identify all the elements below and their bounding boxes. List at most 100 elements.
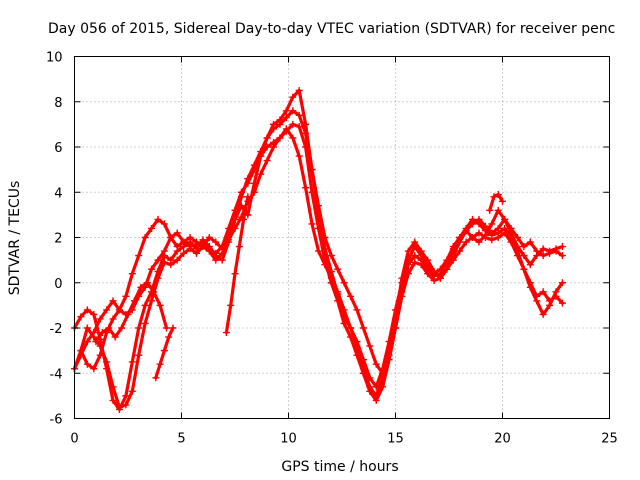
data-point-marker <box>135 324 143 332</box>
data-point-marker <box>212 249 220 257</box>
data-point-marker <box>494 191 502 199</box>
data-point-marker <box>128 306 136 314</box>
data-point-marker <box>77 351 85 359</box>
data-point-marker <box>359 356 367 364</box>
data-point-marker <box>115 306 123 314</box>
data-point-marker <box>539 310 547 318</box>
data-point-marker <box>462 238 470 246</box>
tick-labels: 0 5 10 15 20 25 -6 -4 -2 0 2 4 6 8 10 <box>46 51 618 447</box>
data-point-marker <box>314 247 322 255</box>
data-point-marker <box>240 215 248 223</box>
data-point-marker <box>165 333 173 341</box>
data-point-marker <box>103 306 111 314</box>
data-point-marker <box>486 206 494 214</box>
data-point-marker <box>359 324 367 332</box>
data-point-marker <box>173 229 181 237</box>
data-point-marker <box>372 360 380 368</box>
data-point-marker <box>154 274 162 282</box>
data-point-marker <box>398 292 406 300</box>
data-point-marker <box>212 238 220 246</box>
data-point-marker <box>475 229 483 237</box>
data-point-marker <box>302 143 310 151</box>
data-point-marker <box>411 243 419 251</box>
data-point-marker <box>295 152 303 160</box>
chart-title: Day 056 of 2015, Sidereal Day-to-day VTE… <box>48 21 615 37</box>
data-point-marker <box>475 220 483 228</box>
data-point-marker <box>192 240 200 248</box>
data-point-marker <box>235 243 243 251</box>
data-point-marker <box>526 261 534 269</box>
data-point-marker <box>456 234 464 241</box>
data-point-marker <box>499 197 506 205</box>
data-point-marker <box>148 297 156 305</box>
data-point-marker <box>115 403 123 411</box>
data-point-marker <box>218 256 226 264</box>
data-point-marker <box>308 220 316 228</box>
data-point-marker <box>173 256 181 264</box>
data-point-marker <box>222 329 230 337</box>
data-point-marker <box>481 231 489 239</box>
y-tick-label: 6 <box>54 141 62 156</box>
data-point-marker <box>558 299 566 307</box>
data-point-marker <box>327 274 335 282</box>
data-point-marker <box>469 215 477 223</box>
data-point-marker <box>520 243 528 251</box>
data-point-marker <box>128 358 136 366</box>
data-point-marker <box>490 193 498 201</box>
data-point-marker <box>199 238 207 246</box>
data-point-marker <box>169 324 177 332</box>
data-point-marker <box>539 288 547 296</box>
data-point-marker <box>327 267 335 275</box>
data-point-marker <box>227 301 235 309</box>
data-point-marker <box>552 247 560 255</box>
data-point-marker <box>167 261 175 269</box>
data-point-marker <box>148 224 156 232</box>
data-point-marker <box>96 335 104 343</box>
x-tick-label: 20 <box>494 432 511 447</box>
data-point-marker <box>295 86 303 94</box>
data-point-marker <box>546 249 554 257</box>
data-point-marker <box>366 374 374 382</box>
data-point-marker <box>282 107 290 115</box>
data-point-marker <box>124 310 132 318</box>
data-point-marker <box>327 252 335 260</box>
data-point-marker <box>270 138 278 146</box>
data-point-marker <box>135 292 143 300</box>
data-point-marker <box>334 288 342 296</box>
data-point-marker <box>321 261 329 269</box>
data-point-marker <box>111 333 119 341</box>
data-point-marker <box>392 315 399 323</box>
data-point-marker <box>160 347 168 355</box>
data-point-marker <box>186 234 194 241</box>
data-point-marker <box>469 234 477 241</box>
data-point-marker <box>109 396 117 404</box>
data-point-marker <box>404 270 412 278</box>
data-point-marker <box>520 252 528 260</box>
data-point-marker <box>436 265 444 273</box>
data-point-marker <box>289 120 297 128</box>
data-point-marker <box>533 247 541 255</box>
data-point-marker <box>449 256 457 264</box>
data-point-marker <box>392 324 399 332</box>
data-point-marker <box>436 274 444 282</box>
data-point-marker <box>90 365 98 373</box>
data-point-marker <box>353 351 361 359</box>
data-point-marker <box>90 329 98 337</box>
y-tick-label: -6 <box>50 413 63 428</box>
data-point-marker <box>321 245 329 253</box>
data-point-marker <box>340 279 348 287</box>
x-tick-label: 5 <box>177 432 185 447</box>
y-tick-label: 8 <box>54 96 62 111</box>
data-point-marker <box>225 224 233 232</box>
data-point-marker <box>379 365 387 373</box>
data-point-marker <box>295 111 303 119</box>
series-line-pass-b <box>72 122 565 409</box>
data-point-marker <box>334 297 342 305</box>
x-tick-label: 15 <box>387 432 404 447</box>
data-point-marker <box>154 267 162 275</box>
series-line-pass-d <box>72 127 565 389</box>
data-point-marker <box>456 247 464 255</box>
data-point-marker <box>103 365 111 373</box>
data-point-marker <box>156 301 164 309</box>
data-point-marker <box>225 234 233 241</box>
